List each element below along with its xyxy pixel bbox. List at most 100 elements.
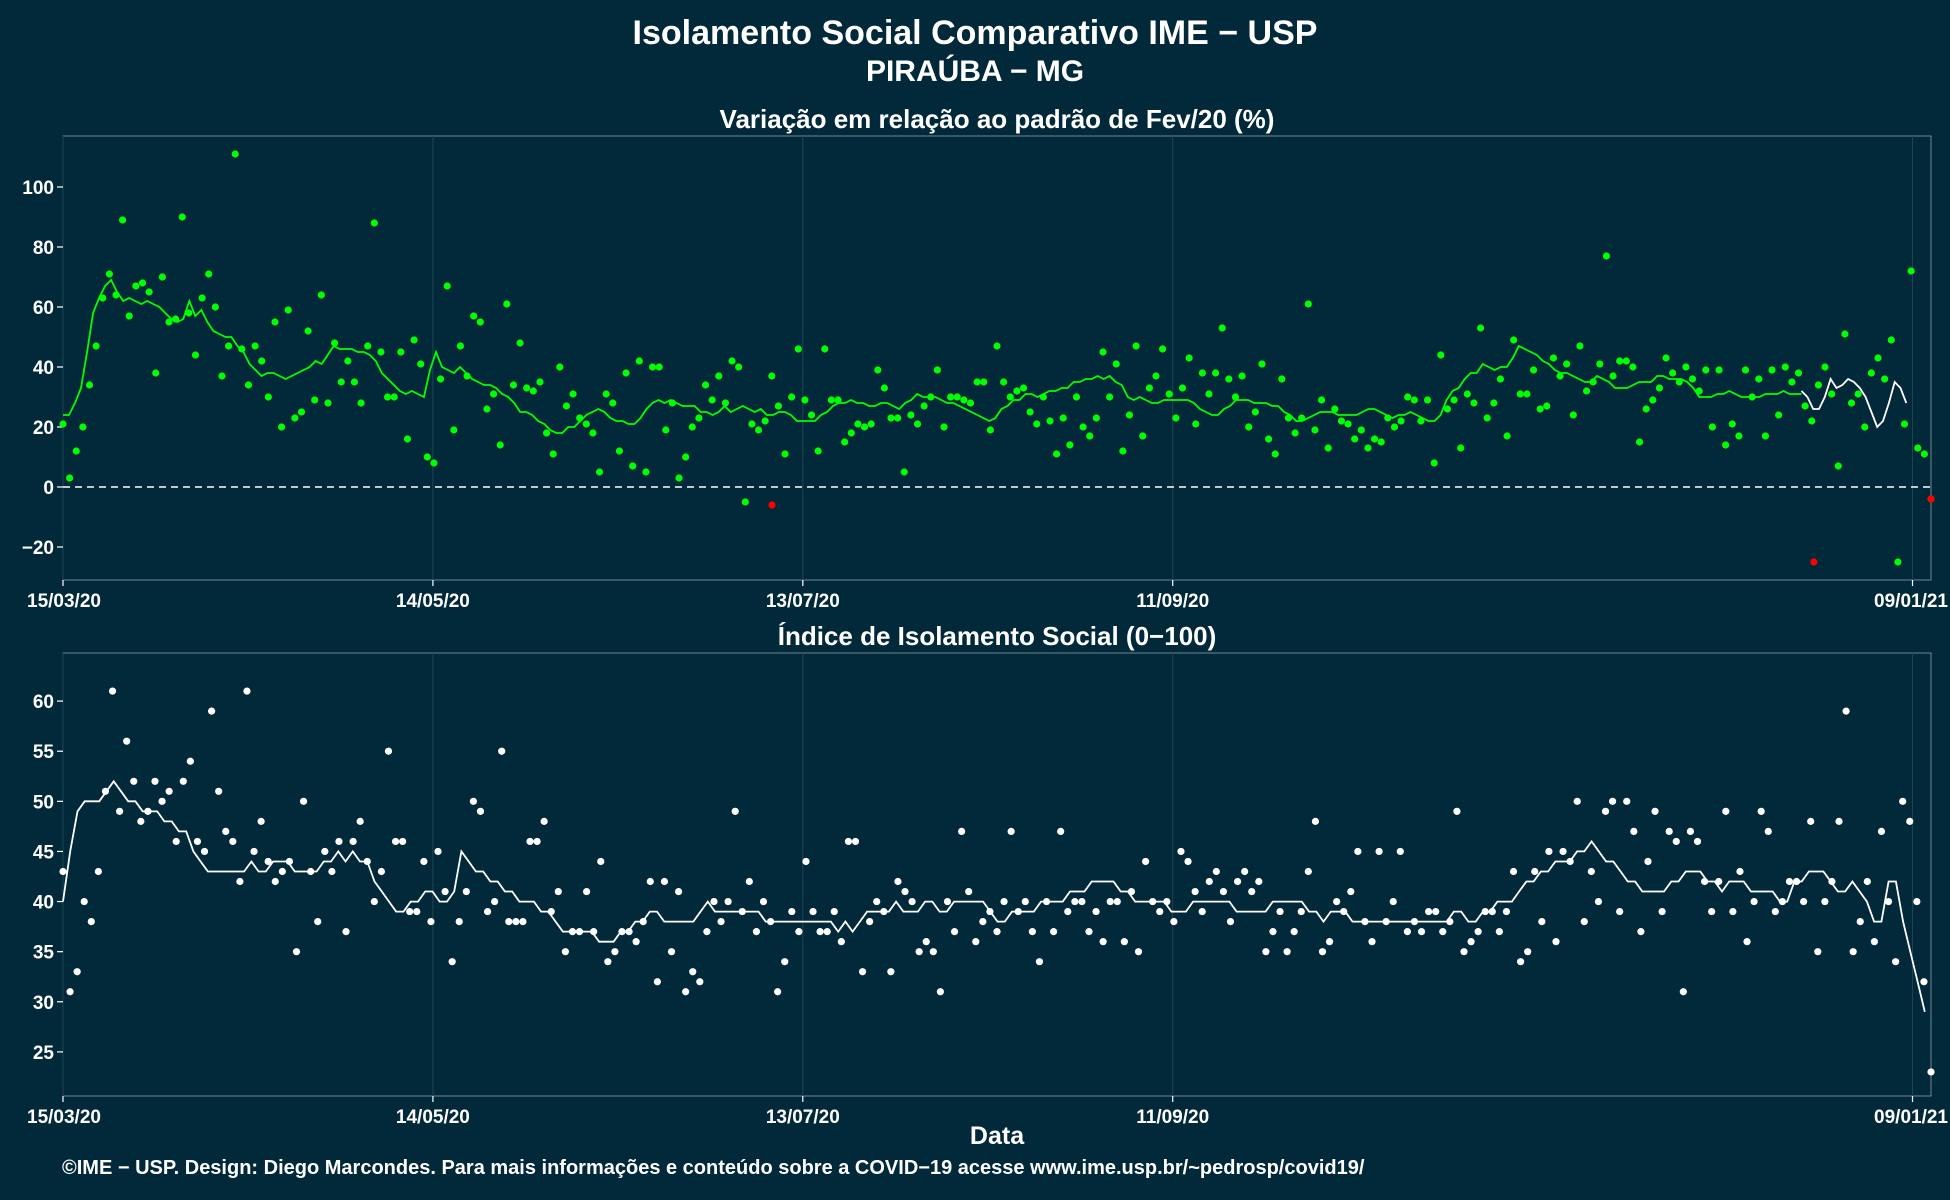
- data-point: [993, 342, 1001, 350]
- data-point: [1665, 827, 1673, 836]
- data-point: [94, 867, 102, 876]
- data-point: [384, 747, 393, 755]
- data-point: [866, 918, 874, 926]
- data-point: [542, 429, 551, 437]
- y-tick-label: 25: [33, 1043, 55, 1064]
- data-point: [410, 336, 418, 344]
- data-point: [724, 897, 732, 906]
- data-point: [1755, 375, 1763, 383]
- data-point: [456, 342, 465, 350]
- data-point: [1106, 393, 1114, 401]
- data-point: [1587, 867, 1595, 876]
- data-point: [1715, 366, 1723, 374]
- data-point: [1556, 372, 1564, 380]
- data-point: [1675, 378, 1683, 386]
- data-point: [317, 291, 325, 299]
- data-point: [913, 420, 922, 428]
- data-point: [933, 366, 941, 374]
- data-point: [330, 339, 339, 347]
- data-point: [604, 958, 612, 966]
- data-point: [1467, 938, 1475, 946]
- data-point: [741, 498, 749, 506]
- data-point: [1226, 918, 1235, 926]
- data-point: [1453, 807, 1461, 815]
- data-point: [1801, 402, 1809, 410]
- data-point: [250, 847, 258, 856]
- data-point: [1099, 348, 1107, 356]
- data-point: [821, 345, 829, 353]
- data-point: [1503, 432, 1511, 440]
- x-tick-label: 11/09/20: [1136, 1107, 1209, 1128]
- data-point: [370, 219, 378, 227]
- data-point: [1396, 847, 1404, 856]
- data-point: [731, 807, 739, 815]
- data-point: [1092, 414, 1100, 422]
- data-point: [728, 357, 736, 365]
- data-point: [1337, 417, 1346, 425]
- data-point: [218, 372, 226, 380]
- data-point: [703, 928, 711, 936]
- data-point: [145, 288, 153, 296]
- data-point: [858, 968, 867, 976]
- plot-frame: [62, 135, 1932, 581]
- x-tick-label: 11/09/20: [1136, 591, 1209, 612]
- data-point: [827, 396, 835, 404]
- data-point: [1602, 252, 1611, 260]
- data-point: [1156, 907, 1164, 916]
- data-point: [761, 417, 769, 425]
- data-point: [1251, 408, 1259, 416]
- data-point: [257, 817, 265, 825]
- data-point: [646, 877, 654, 886]
- data-point: [1013, 387, 1021, 395]
- data-point: [179, 777, 187, 785]
- data-point: [200, 847, 209, 856]
- data-point: [132, 282, 140, 290]
- data-point: [1635, 438, 1644, 446]
- data-point: [816, 928, 824, 936]
- x-tick-label: 09/01/21: [1874, 1107, 1948, 1128]
- data-point: [569, 390, 577, 398]
- data-point: [1476, 324, 1485, 332]
- y-tick-label: 100: [22, 178, 54, 199]
- data-point: [1644, 857, 1652, 866]
- data-point: [207, 707, 216, 715]
- data-point: [462, 887, 470, 896]
- data-point: [986, 426, 994, 434]
- data-point: [350, 378, 359, 386]
- data-point: [1437, 351, 1445, 359]
- data-point: [1113, 897, 1121, 906]
- data-point: [151, 777, 159, 785]
- data-point: [854, 420, 862, 428]
- data-point: [1693, 837, 1702, 846]
- data-point: [795, 928, 803, 936]
- data-point: [958, 827, 966, 836]
- data-point: [1159, 345, 1167, 353]
- data-point: [642, 468, 650, 476]
- data-point: [1006, 393, 1014, 401]
- data-point: [455, 918, 463, 926]
- data-point: [231, 150, 239, 158]
- data-point: [972, 938, 980, 946]
- y-tick-label: 80: [33, 238, 54, 259]
- data-point: [1078, 897, 1086, 906]
- data-point: [1502, 907, 1511, 916]
- data-point: [496, 441, 504, 449]
- data-point: [1496, 375, 1505, 383]
- data-point: [1211, 369, 1220, 377]
- data-point: [505, 918, 513, 926]
- data-point: [632, 938, 640, 946]
- data-point: [847, 429, 855, 437]
- data-point: [1026, 408, 1034, 416]
- data-point: [1750, 897, 1758, 906]
- data-point: [1304, 300, 1312, 308]
- data-point: [73, 968, 81, 976]
- data-point: [1881, 375, 1889, 383]
- data-point: [801, 396, 809, 404]
- data-point: [370, 897, 378, 906]
- data-point: [1344, 420, 1352, 428]
- data-point: [965, 887, 973, 896]
- data-point: [1370, 435, 1379, 443]
- data-point: [1085, 928, 1093, 936]
- x-tick-label: 14/05/20: [396, 1107, 470, 1128]
- data-point: [1255, 877, 1263, 886]
